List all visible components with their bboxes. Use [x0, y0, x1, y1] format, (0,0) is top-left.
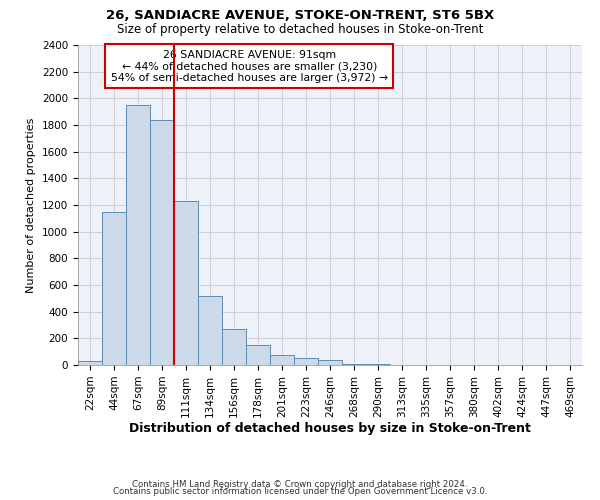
Bar	[126, 105, 150, 365]
Y-axis label: Number of detached properties: Number of detached properties	[26, 118, 37, 292]
Text: Contains public sector information licensed under the Open Government Licence v3: Contains public sector information licen…	[113, 488, 487, 496]
Bar	[222, 329, 246, 365]
Bar	[294, 358, 318, 365]
Bar	[342, 364, 366, 365]
Bar	[102, 212, 126, 365]
Text: Size of property relative to detached houses in Stoke-on-Trent: Size of property relative to detached ho…	[117, 22, 483, 36]
X-axis label: Distribution of detached houses by size in Stoke-on-Trent: Distribution of detached houses by size …	[129, 422, 531, 436]
Text: Contains HM Land Registry data © Crown copyright and database right 2024.: Contains HM Land Registry data © Crown c…	[132, 480, 468, 489]
Text: 26 SANDIACRE AVENUE: 91sqm
← 44% of detached houses are smaller (3,230)
54% of s: 26 SANDIACRE AVENUE: 91sqm ← 44% of deta…	[111, 50, 388, 83]
Bar	[174, 201, 198, 365]
Bar	[366, 364, 390, 365]
Bar	[198, 296, 222, 365]
Bar	[270, 354, 294, 365]
Text: 26, SANDIACRE AVENUE, STOKE-ON-TRENT, ST6 5BX: 26, SANDIACRE AVENUE, STOKE-ON-TRENT, ST…	[106, 9, 494, 22]
Bar	[318, 360, 342, 365]
Bar	[78, 362, 102, 365]
Bar	[246, 346, 270, 365]
Bar	[150, 120, 174, 365]
